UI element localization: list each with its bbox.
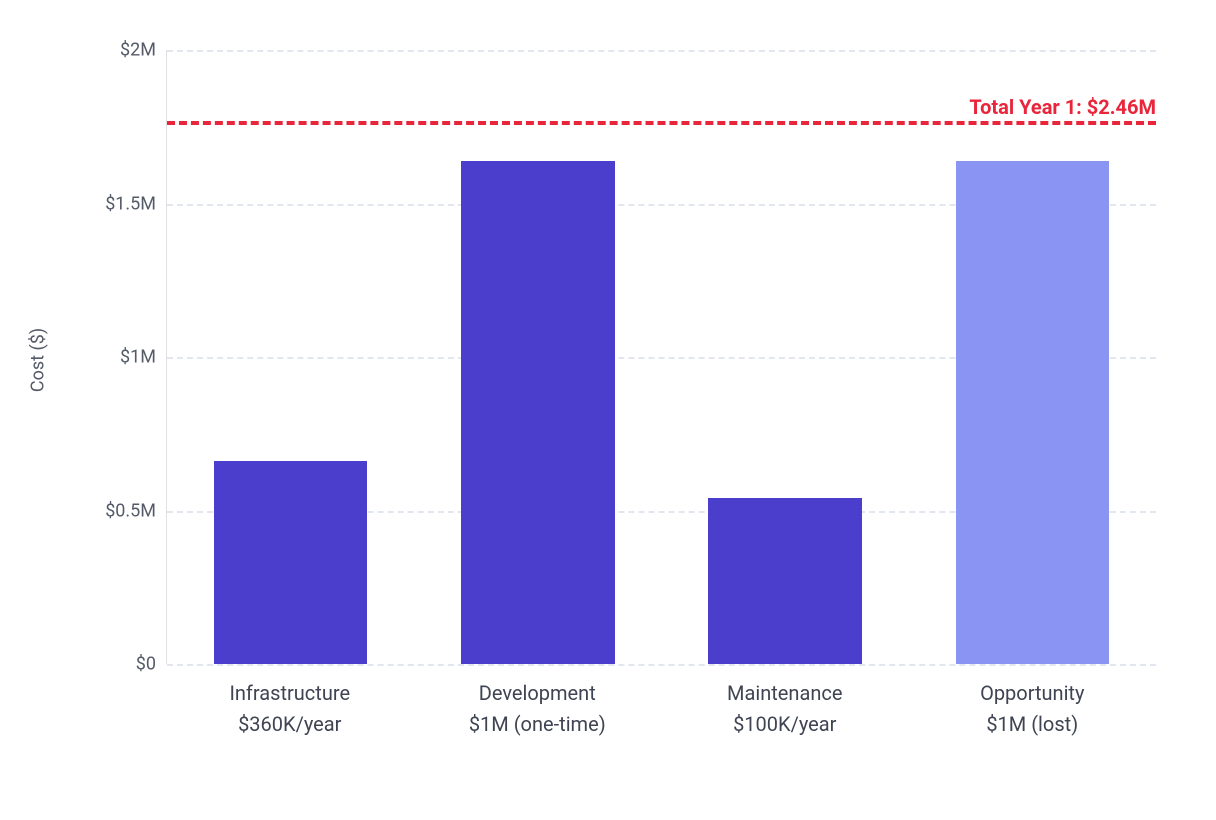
gridline <box>167 664 1156 666</box>
x-label-name: Infrastructure <box>166 678 414 709</box>
x-label-development: Development$1M (one-time) <box>414 678 662 740</box>
x-label-opportunity: Opportunity$1M (lost) <box>909 678 1157 740</box>
x-axis-labels: Infrastructure$360K/yearDevelopment$1M (… <box>166 678 1156 740</box>
x-label-sub: $100K/year <box>661 709 909 740</box>
y-tick-label: $0 <box>136 654 156 675</box>
x-label-name: Maintenance <box>661 678 909 709</box>
bar-opportunity <box>956 161 1109 664</box>
bar-infrastructure <box>214 461 367 664</box>
x-label-name: Opportunity <box>909 678 1157 709</box>
plot-area: Total Year 1: $2.46M <box>166 50 1156 664</box>
bar-maintenance <box>708 498 861 664</box>
bar-slot <box>414 50 661 664</box>
bar-slot <box>167 50 414 664</box>
y-axis-title: Cost ($) <box>28 328 49 392</box>
bar-slot <box>662 50 909 664</box>
bar-slot <box>909 50 1156 664</box>
total-reference-label: Total Year 1: $2.46M <box>969 95 1156 125</box>
x-label-sub: $1M (one-time) <box>414 709 662 740</box>
bars-row <box>167 50 1156 664</box>
bar-development <box>461 161 614 664</box>
cost-bar-chart: Cost ($) $0 $0.5M $1M $1.5M $2M Total Year 1… <box>0 0 1216 820</box>
x-label-sub: $360K/year <box>166 709 414 740</box>
x-label-name: Development <box>414 678 662 709</box>
y-tick-label: $2M <box>120 40 156 61</box>
y-tick-label: $0.5M <box>105 500 156 521</box>
y-tick-label: $1M <box>120 347 156 368</box>
total-reference-line: Total Year 1: $2.46M <box>167 121 1156 125</box>
y-tick-label: $1.5M <box>105 193 156 214</box>
x-label-maintenance: Maintenance$100K/year <box>661 678 909 740</box>
x-label-sub: $1M (lost) <box>909 709 1157 740</box>
x-label-infrastructure: Infrastructure$360K/year <box>166 678 414 740</box>
